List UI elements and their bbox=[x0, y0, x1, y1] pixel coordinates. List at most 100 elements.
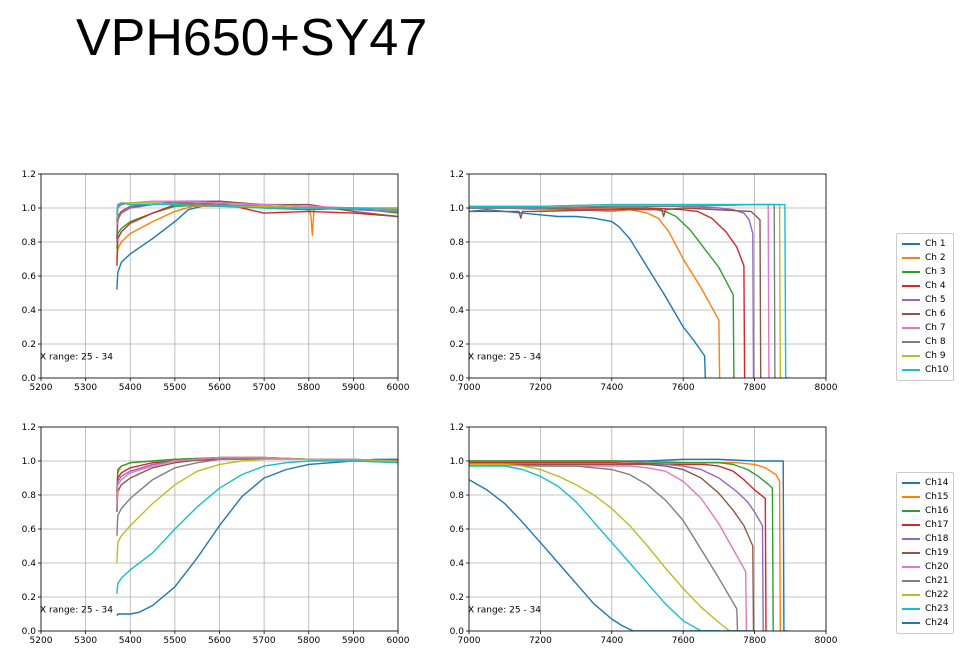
legend-swatch bbox=[902, 482, 920, 484]
x-tick-label: 6000 bbox=[387, 636, 410, 646]
series-line-ch21 bbox=[469, 463, 739, 631]
legend-entry: Ch22 bbox=[897, 588, 953, 602]
legend-swatch bbox=[902, 355, 920, 357]
legend-label: Ch 7 bbox=[925, 323, 946, 333]
legend-swatch bbox=[902, 594, 920, 596]
legend-entry: Ch16 bbox=[897, 504, 953, 518]
x-tick-label: 5600 bbox=[208, 383, 231, 393]
y-tick-label: 0.4 bbox=[450, 306, 465, 316]
series-group bbox=[116, 456, 398, 617]
legend-entry: Ch 1 bbox=[897, 237, 953, 251]
x-tick-label: 5900 bbox=[342, 383, 365, 393]
legend-entry: Ch23 bbox=[897, 602, 953, 616]
series-line-ch10 bbox=[116, 202, 398, 215]
plot-frame bbox=[468, 173, 827, 379]
x-tick-label: 5800 bbox=[297, 636, 320, 646]
x-tick-label: 5500 bbox=[163, 383, 186, 393]
y-tick-label: 0.8 bbox=[450, 238, 465, 248]
legend-swatch bbox=[902, 257, 920, 259]
legend-swatch bbox=[902, 313, 920, 315]
y-tick-label: 0.2 bbox=[22, 593, 36, 603]
x-tick-label: 7600 bbox=[672, 383, 695, 393]
legend-label: Ch 4 bbox=[925, 281, 946, 291]
y-tick-label: 0.0 bbox=[450, 374, 465, 384]
legend-entry: Ch15 bbox=[897, 490, 953, 504]
y-tick-label: 0.8 bbox=[22, 491, 37, 501]
legend-entry: Ch 5 bbox=[897, 293, 953, 307]
legend-label: Ch 8 bbox=[925, 337, 946, 347]
legend-label: Ch15 bbox=[925, 492, 949, 502]
x-tick-label: 5400 bbox=[119, 636, 142, 646]
legend-swatch bbox=[902, 538, 920, 540]
plot-bottom-right: 7000 7200 7400 7600 7800 8000 0.0 0.2 0.4 0.6 0.8 1… bbox=[450, 423, 838, 646]
series-line-ch23 bbox=[116, 460, 398, 594]
legend-swatch bbox=[902, 243, 920, 245]
series-line-ch16 bbox=[469, 460, 775, 631]
legend-swatch bbox=[902, 580, 920, 582]
legend-label: Ch 1 bbox=[925, 239, 946, 249]
legend-entry: Ch24 bbox=[897, 616, 953, 630]
x-tick-label: 5300 bbox=[74, 636, 97, 646]
legend-label: Ch10 bbox=[925, 365, 949, 375]
x-range-annotation: X range: 25 - 34 bbox=[40, 605, 113, 615]
legend-swatch bbox=[902, 299, 920, 301]
legend-entry: Ch20 bbox=[897, 560, 953, 574]
y-tick-label: 0.0 bbox=[22, 374, 37, 384]
x-tick-label: 7400 bbox=[600, 636, 623, 646]
legend-entry: Ch 7 bbox=[897, 321, 953, 335]
legend-label: Ch 9 bbox=[925, 351, 946, 361]
y-tick-label: 0.4 bbox=[22, 306, 37, 316]
legend-label: Ch14 bbox=[925, 478, 949, 488]
series-line-ch19 bbox=[116, 456, 398, 513]
y-tick-label: 1.2 bbox=[22, 423, 36, 433]
y-tick-label: 0.2 bbox=[450, 593, 464, 603]
y-tick-label: 0.0 bbox=[22, 627, 37, 637]
legend-label: Ch 6 bbox=[925, 309, 946, 319]
x-tick-label: 6000 bbox=[387, 383, 410, 393]
series-line-ch20 bbox=[469, 463, 748, 631]
y-tick-label: 0.6 bbox=[22, 272, 37, 282]
legend-label: Ch16 bbox=[925, 506, 949, 516]
x-tick-label: 5700 bbox=[253, 383, 276, 393]
y-tick-label: 1.2 bbox=[450, 423, 464, 433]
y-tick-label: 1.0 bbox=[450, 204, 465, 214]
legend-label: Ch 2 bbox=[925, 253, 946, 263]
x-tick-label: 5400 bbox=[119, 383, 142, 393]
legend-label: Ch19 bbox=[925, 548, 949, 558]
y-tick-label: 0.6 bbox=[22, 525, 37, 535]
y-tick-label: 0.8 bbox=[450, 491, 465, 501]
legend-entry: Ch21 bbox=[897, 574, 953, 588]
y-tick-label: 0.8 bbox=[22, 238, 37, 248]
legend-entry: Ch14 bbox=[897, 476, 953, 490]
plot-frame bbox=[40, 426, 399, 632]
x-tick-label: 7800 bbox=[743, 383, 766, 393]
legend-bottom: Ch14 Ch15 Ch16 Ch17 Ch18 Ch19 Ch20 Ch21 Ch22 Ch23… bbox=[896, 472, 954, 634]
series-group bbox=[116, 200, 398, 290]
x-tick-label: 7200 bbox=[529, 636, 552, 646]
series-line-ch10 bbox=[469, 203, 789, 378]
plot-top-right: 7000 7200 7400 7600 7800 8000 0.0 0.2 0.4 0.6 0.8 1… bbox=[450, 170, 838, 393]
series-line-ch23 bbox=[469, 465, 719, 631]
x-tick-label: 7000 bbox=[458, 383, 481, 393]
series-group bbox=[469, 203, 789, 378]
y-tick-label: 0.0 bbox=[450, 627, 465, 637]
plot-bottom-left: 5200 5300 5400 5500 5600 5700 5800 5900 6000 0.0 0… bbox=[22, 423, 410, 646]
series-group bbox=[469, 458, 787, 631]
legend-swatch bbox=[902, 285, 920, 287]
x-tick-label: 5200 bbox=[30, 383, 53, 393]
x-tick-label: 7000 bbox=[458, 636, 481, 646]
series-line-ch19 bbox=[469, 463, 755, 631]
legend-label: Ch23 bbox=[925, 604, 949, 614]
legend-swatch bbox=[902, 496, 920, 498]
legend-entry: Ch19 bbox=[897, 546, 953, 560]
legend-entry: Ch 6 bbox=[897, 307, 953, 321]
y-tick-label: 1.2 bbox=[450, 170, 464, 180]
legend-swatch bbox=[902, 524, 920, 526]
x-tick-label: 7400 bbox=[600, 383, 623, 393]
y-tick-label: 0.2 bbox=[450, 340, 464, 350]
y-tick-label: 1.0 bbox=[22, 457, 37, 467]
series-line-ch17 bbox=[469, 462, 768, 631]
series-line-ch14 bbox=[116, 458, 398, 617]
legend-label: Ch24 bbox=[925, 618, 949, 628]
legend-label: Ch17 bbox=[925, 520, 949, 530]
